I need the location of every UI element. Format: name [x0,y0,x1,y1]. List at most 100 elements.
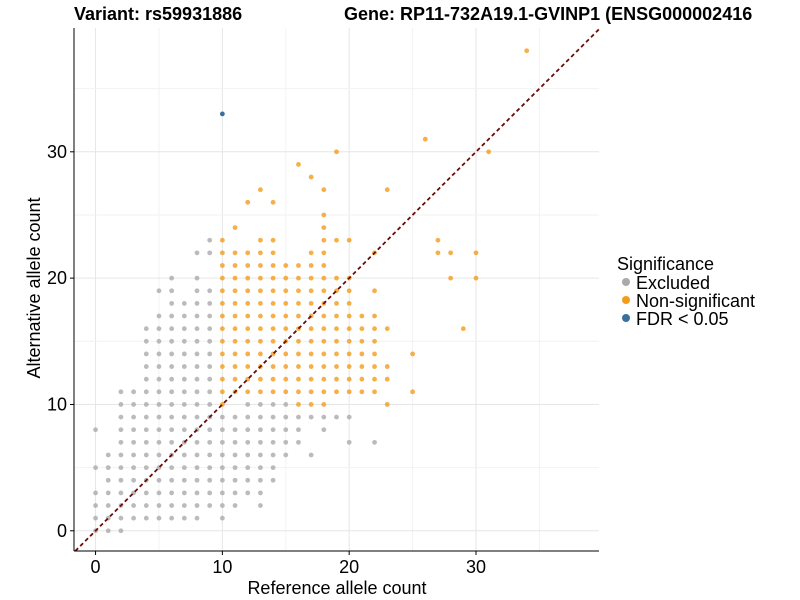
point-non-significant [410,351,415,357]
point-excluded [232,503,238,508]
point-excluded [207,465,213,471]
point-non-significant [296,313,301,319]
point-excluded [207,389,213,395]
point-excluded [169,477,175,483]
x-axis-title: Reference allele count [247,578,426,598]
point-non-significant [258,338,263,344]
point-excluded [270,465,276,471]
y-tick-label: 20 [47,268,67,288]
point-non-significant [346,237,352,243]
point-excluded [118,402,124,407]
point-excluded [207,351,213,357]
point-non-significant [334,313,339,319]
point-non-significant [334,338,339,344]
point-excluded [283,452,289,458]
point-excluded [258,503,263,508]
point-excluded [194,313,200,319]
point-non-significant [321,402,327,407]
point-excluded [181,313,187,319]
point-excluded [181,452,187,458]
point-excluded [181,427,187,433]
legend-key-fdr-0-05 [622,314,630,322]
point-excluded [283,402,289,407]
point-non-significant [334,237,339,243]
point-non-significant [296,351,301,357]
point-excluded [93,427,98,433]
point-excluded [207,326,213,332]
point-non-significant [321,313,327,319]
point-non-significant [270,275,276,281]
point-non-significant [321,275,327,281]
point-excluded [270,439,276,445]
point-non-significant [308,338,314,344]
point-non-significant [321,364,327,369]
point-non-significant [296,338,301,344]
legend-title: Significance [617,254,714,274]
point-excluded [219,490,225,496]
point-non-significant [359,351,365,357]
point-non-significant [232,326,238,332]
point-non-significant [245,288,251,294]
point-excluded [219,477,225,483]
point-non-significant [321,225,327,230]
point-excluded [346,439,352,445]
point-non-significant [384,402,390,407]
point-non-significant [372,376,377,382]
point-non-significant [219,263,225,268]
point-excluded [169,402,175,407]
point-non-significant [232,275,238,281]
point-non-significant [359,389,365,395]
legend-key-excluded [622,278,630,286]
point-non-significant [296,288,301,294]
point-excluded [169,465,175,471]
point-non-significant [473,275,479,281]
point-non-significant [359,313,365,319]
point-excluded [207,313,213,319]
point-non-significant [321,187,327,193]
point-non-significant [258,300,263,306]
point-excluded [169,389,175,395]
title-right: Gene: RP11-732A19.1-GVINP1 (ENSG00000241… [344,4,752,24]
point-excluded [93,465,98,471]
point-non-significant [334,389,339,395]
point-excluded [270,427,276,433]
point-non-significant [245,389,251,395]
point-non-significant [245,313,251,319]
point-excluded [207,250,213,256]
point-excluded [258,477,263,483]
point-non-significant [232,351,238,357]
point-non-significant [296,364,301,369]
legend-label-excluded: Excluded [636,273,710,293]
point-non-significant [308,288,314,294]
point-non-significant [283,275,289,281]
point-excluded [194,275,200,281]
point-excluded [207,338,213,344]
point-non-significant [245,300,251,306]
point-excluded [245,439,251,445]
point-excluded [169,288,175,294]
legend-label-fdr-0-05: FDR < 0.05 [636,309,729,329]
point-non-significant [219,364,225,369]
point-non-significant [334,326,339,332]
point-excluded [181,326,187,332]
point-non-significant [296,263,301,268]
point-non-significant [258,263,263,268]
point-excluded [118,452,124,458]
point-excluded [169,351,175,357]
point-excluded [118,477,124,483]
point-non-significant [359,338,365,344]
point-excluded [181,490,187,496]
point-excluded [143,427,149,433]
point-non-significant [232,288,238,294]
point-excluded [207,364,213,369]
point-excluded [93,515,98,521]
point-excluded [131,452,137,458]
point-excluded [93,490,98,496]
point-excluded [245,402,251,407]
point-non-significant [346,326,352,332]
point-non-significant [232,300,238,306]
point-excluded [270,477,276,483]
point-excluded [194,351,200,357]
point-excluded [219,515,225,521]
